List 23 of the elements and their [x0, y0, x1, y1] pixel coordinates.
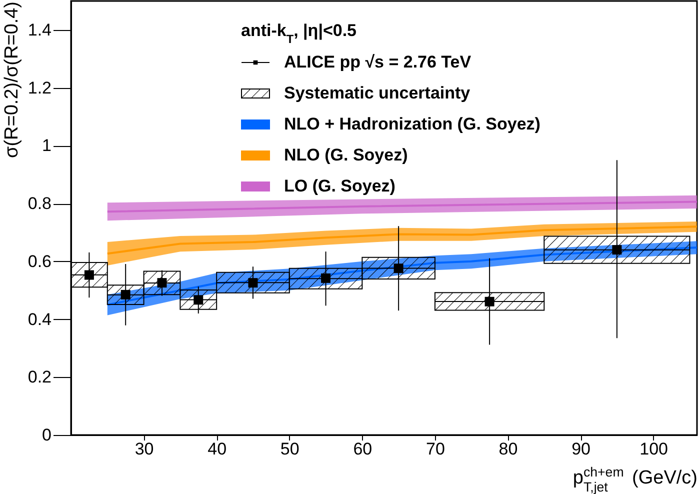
- x-tick-label: 30: [134, 440, 154, 458]
- legend-label: ALICE pp √s = 2.76 TeV: [284, 52, 472, 72]
- x-tick-label: 70: [426, 440, 445, 458]
- x-tick-label: 90: [572, 440, 590, 458]
- y-tick-label: 0.6: [28, 252, 52, 271]
- y-tick-label: 0: [42, 426, 52, 444]
- legend-label: NLO + Hadronization (G. Soyez): [284, 114, 540, 134]
- legend-title: anti-k$_{T}$, |η|<0.5: [241, 21, 357, 46]
- x-tick-label: 80: [498, 440, 518, 458]
- x-tick-label: 50: [280, 440, 300, 458]
- y-axis-title: σ(R=0.2)/σ(R=0.4): [2, 2, 22, 158]
- y-tick-label: 0.8: [28, 194, 52, 214]
- legend-label: LO (G. Soyez): [284, 176, 396, 196]
- y-tick-label: 0.4: [28, 310, 52, 329]
- legend-label: NLO (G. Soyez): [284, 146, 408, 164]
- y-tick-label: 1.4: [28, 20, 52, 40]
- x-tick-label: 40: [208, 440, 227, 458]
- y-tick-label: 1.2: [28, 78, 52, 98]
- x-tick-label: 100: [640, 440, 668, 458]
- y-tick-label: 1: [42, 136, 52, 156]
- x-tick-label: 60: [353, 440, 372, 458]
- legend-label: Systematic uncertainty: [284, 84, 471, 102]
- y-tick-label: 0.2: [28, 368, 52, 387]
